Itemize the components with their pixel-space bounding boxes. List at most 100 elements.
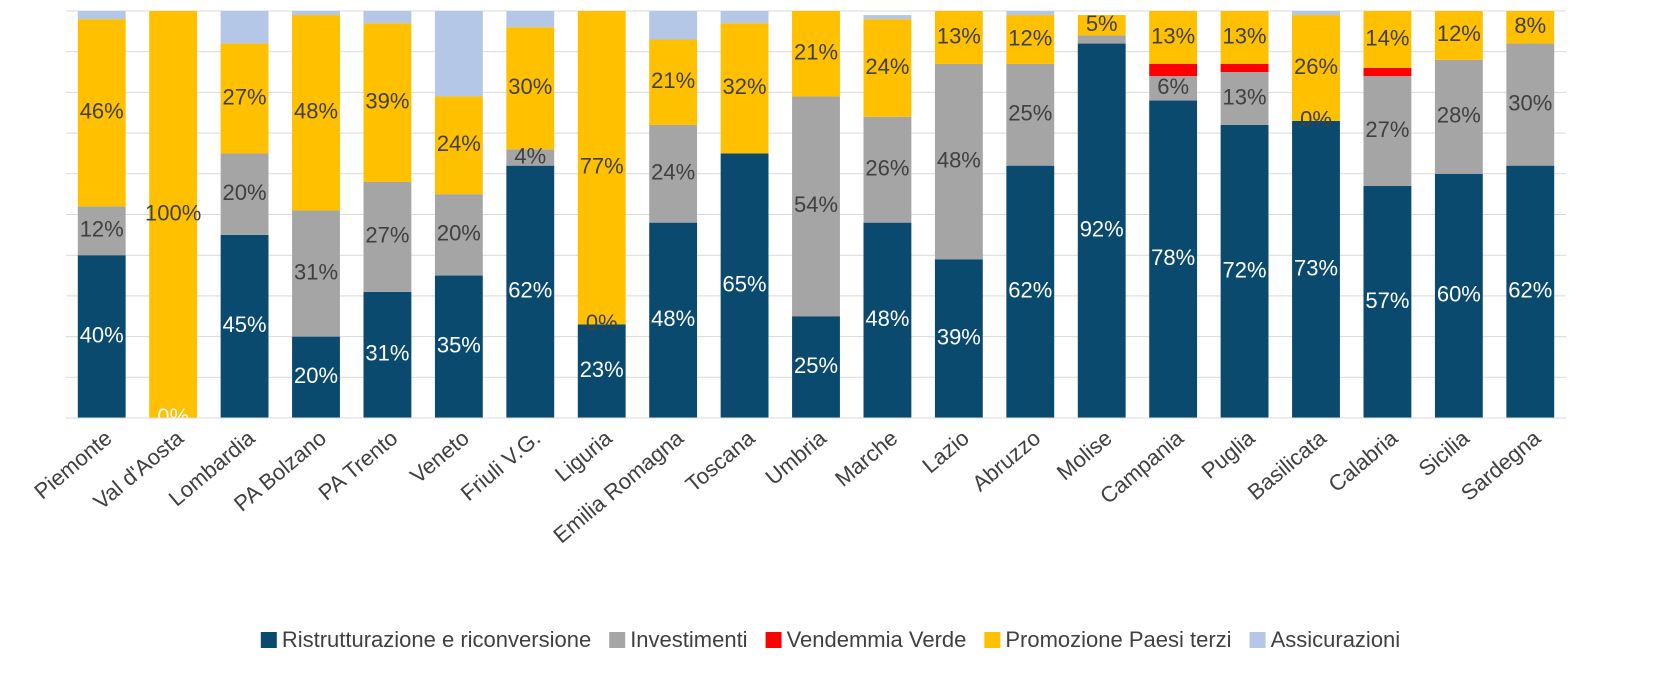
bar-segment [220, 153, 269, 235]
x-tick-label: Sardegna [1456, 425, 1546, 506]
bar-segment [1220, 11, 1269, 64]
bar-segment [1506, 11, 1555, 44]
bar-segment [292, 336, 340, 418]
bar-segment [1434, 11, 1483, 60]
bar-segment [649, 11, 698, 40]
bar-segment [363, 23, 412, 182]
bar-segment [1292, 11, 1340, 16]
bar-segment [1006, 15, 1055, 64]
x-tick-label: Calabria [1324, 425, 1403, 497]
x-tick-label: Veneto [405, 425, 474, 488]
data-label: 92% [1080, 217, 1124, 242]
data-label: 62% [1008, 278, 1052, 303]
bar-segment [1292, 15, 1340, 121]
bar-segment [1006, 63, 1055, 166]
bar-segment [506, 149, 555, 166]
data-label: 21% [651, 68, 695, 93]
data-label: 65% [723, 272, 767, 297]
legend-swatch [1249, 632, 1266, 648]
bar-segment [1220, 72, 1269, 125]
bar-segment [720, 11, 769, 24]
bar-segment [649, 222, 698, 418]
data-label: 14% [1365, 25, 1409, 50]
bar-segment [363, 291, 412, 418]
legend-label: Investimenti [630, 627, 747, 652]
x-tick-label: Molise [1052, 425, 1117, 485]
bar-segment [1077, 35, 1126, 44]
bar-segment [77, 11, 126, 20]
data-label: 40% [80, 322, 124, 347]
legend-swatch [260, 632, 277, 648]
legend-label: Vendemmia Verde [787, 627, 967, 652]
bar-segment [77, 19, 126, 207]
bar-segment [934, 11, 983, 64]
data-label: 31% [365, 341, 409, 366]
data-label: 100% [145, 200, 201, 225]
data-label: 27% [365, 223, 409, 248]
x-tick-label: PA Trento [314, 425, 403, 505]
data-label: 30% [508, 74, 552, 99]
bar-segment [1077, 43, 1126, 419]
bar-segment [649, 39, 698, 125]
bar-segment [434, 96, 483, 195]
bar-segment [149, 11, 198, 418]
data-label: 13% [1223, 84, 1267, 109]
data-label: 13% [1151, 23, 1195, 48]
x-tick-label: Liguria [550, 425, 617, 487]
bar-segment [720, 153, 769, 418]
data-label: 0% [157, 404, 189, 429]
data-label: 45% [223, 312, 267, 337]
bar-segment [1363, 76, 1412, 187]
bar-segment [649, 124, 698, 223]
data-label: 8% [1514, 13, 1546, 38]
bar-segment [863, 222, 912, 418]
bar-segment [1506, 165, 1555, 418]
data-label: 48% [865, 306, 909, 331]
bar-segment [1434, 59, 1483, 174]
legend-swatch [765, 632, 782, 648]
bar-segment [934, 63, 983, 260]
x-tick-label: Friuli V.G. [456, 425, 545, 506]
data-label: 26% [865, 156, 909, 181]
data-label: 73% [1294, 255, 1338, 280]
bar-segment [1363, 186, 1412, 418]
data-label: 48% [937, 147, 981, 172]
x-tick-label: Basilicata [1243, 425, 1332, 505]
bar-segment [1006, 11, 1055, 16]
legend: Ristrutturazione e riconversione Investim… [260, 627, 1401, 652]
x-tick-label: Emilia Romagna [548, 425, 688, 548]
data-label: 72% [1223, 257, 1267, 282]
bar-segment [434, 11, 483, 97]
x-tick-label: Lazio [917, 425, 973, 478]
data-label: 24% [651, 160, 695, 185]
data-label: 39% [937, 324, 981, 349]
bar-segment [506, 11, 555, 28]
bar-segment [1077, 15, 1126, 36]
bar-segment [863, 116, 912, 223]
legend-label: Assicurazioni [1271, 627, 1401, 652]
x-tick-label: Abruzzo [967, 425, 1045, 496]
data-label: 78% [1151, 245, 1195, 270]
bar-segment [506, 27, 555, 150]
data-label: 12% [1008, 25, 1052, 50]
bar-segment [77, 255, 126, 418]
bar-segment [720, 23, 769, 154]
bar-segment [220, 43, 269, 154]
data-label: 48% [651, 306, 695, 331]
data-label: 0% [1300, 107, 1332, 132]
data-label: 35% [437, 333, 481, 358]
bar-segment [434, 194, 483, 276]
bar-segment [1149, 63, 1198, 77]
data-label: 48% [294, 99, 338, 124]
data-label: 54% [794, 192, 838, 217]
data-label: 27% [1365, 117, 1409, 142]
data-label: 31% [294, 259, 338, 284]
data-label: 20% [223, 180, 267, 205]
bar-segment [1149, 11, 1198, 64]
x-tick-label: Toscana [681, 425, 760, 497]
bar-segment [1506, 43, 1555, 166]
bar-segment [863, 19, 912, 117]
data-label: 46% [80, 99, 124, 124]
legend-label: Promozione Paesi terzi [1005, 627, 1231, 652]
data-label: 20% [294, 363, 338, 388]
